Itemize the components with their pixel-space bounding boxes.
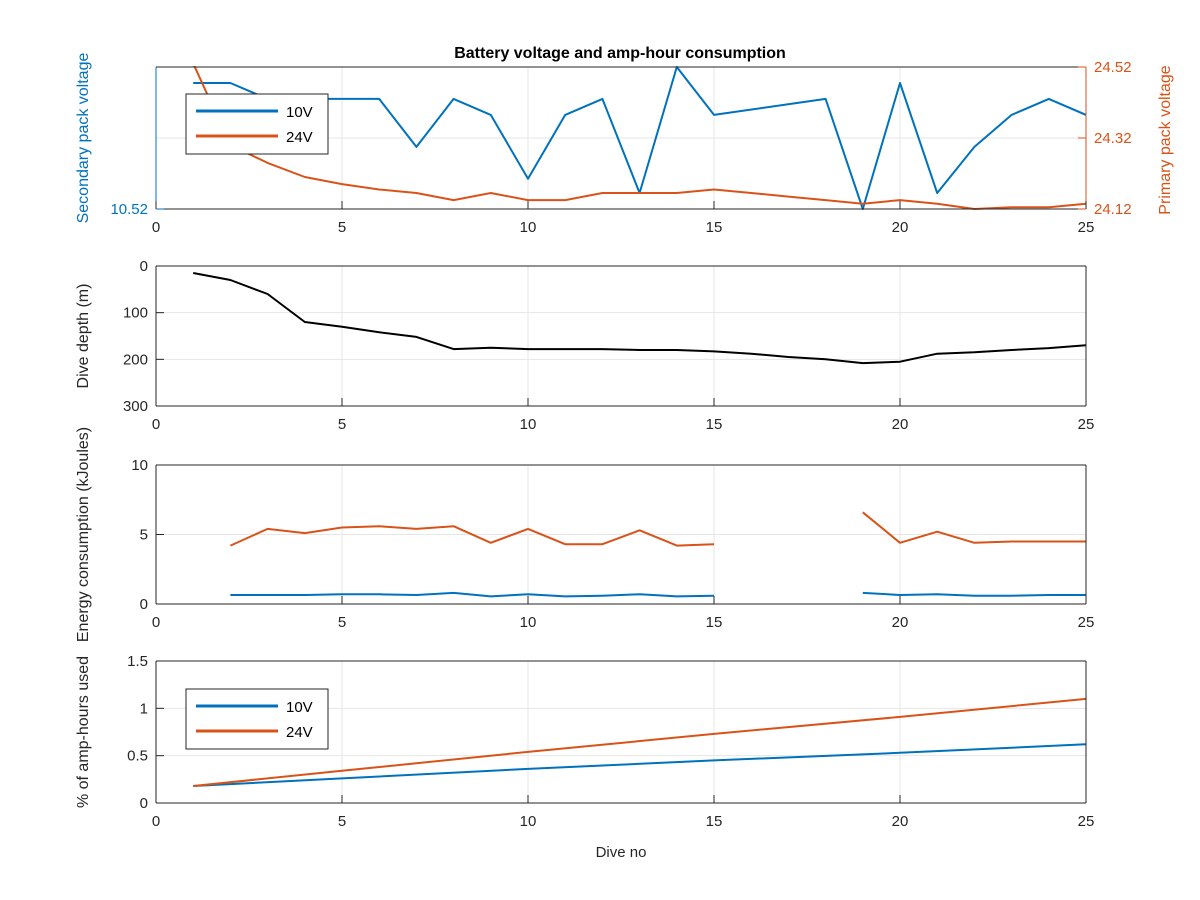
y-tick-label: 10: [131, 457, 148, 474]
x-tick-label: 10: [520, 416, 537, 433]
y-axis-label: Secondary pack voltage: [75, 53, 92, 224]
x-tick-label: 5: [338, 813, 346, 830]
amp-hours-panel: 0 5 10 15 20 25 0 0.5 1 1.5 % of amp-hours used Div…: [75, 653, 1094, 861]
y-tick-label-left: 10.52: [110, 201, 148, 218]
x-tick-label: 20: [892, 813, 909, 830]
energy-panel: 0 5 10 15 20 25 0 5 10 Energy consumption (kJoule…: [75, 427, 1094, 642]
y-tick-label-right: 24.12: [1094, 201, 1132, 218]
x-tick-label: 15: [706, 219, 723, 236]
series-group: [193, 272, 1086, 365]
y-axis-label-right: Primary pack voltage: [1157, 65, 1174, 214]
y-tick-label-right: 24.52: [1094, 59, 1132, 76]
series-line-depth: [193, 272, 1086, 365]
y-tick-label: 200: [123, 351, 148, 368]
x-axis-label: Dive no: [596, 844, 647, 861]
y-axis-label: % of amp-hours used: [75, 656, 92, 808]
y-tick-label: 100: [123, 305, 148, 322]
series-line-10v: [193, 66, 1086, 210]
legend-box: [185, 93, 329, 155]
legend-label-10v: 10V: [286, 699, 313, 716]
y-tick-label: 300: [123, 398, 148, 415]
x-tick-label: 10: [520, 219, 537, 236]
x-tick-label: 0: [152, 416, 160, 433]
y-tick-label: 1.5: [127, 653, 148, 670]
y-tick-label: 0: [140, 258, 148, 275]
legend-label-24v: 24V: [286, 724, 313, 741]
series-group: [229, 511, 1086, 598]
y-tick-label: 5: [140, 527, 148, 544]
series-group: [193, 66, 1086, 210]
x-tick-label: 25: [1078, 614, 1095, 631]
y-axis-label: Dive depth (m): [75, 284, 92, 389]
series-group: [193, 697, 1086, 787]
x-tick-label: 15: [706, 416, 723, 433]
x-tick-label: 10: [520, 614, 537, 631]
y-tick-label: 0: [140, 596, 148, 613]
y-tick-label: 0: [140, 795, 148, 812]
x-tick-label: 20: [892, 614, 909, 631]
x-tick-label: 20: [892, 416, 909, 433]
series-line-24v: [862, 511, 1086, 544]
series-line-24v: [229, 525, 715, 547]
x-tick-label: 25: [1078, 416, 1095, 433]
x-tick-label: 15: [706, 813, 723, 830]
x-tick-label: 10: [520, 813, 537, 830]
x-tick-label: 25: [1078, 219, 1095, 236]
legend-label-10v: 10V: [286, 104, 313, 121]
series-line-10v: [230, 591, 715, 598]
x-tick-label: 0: [152, 813, 160, 830]
y-tick-label: 0.5: [127, 748, 148, 765]
x-tick-label: 15: [706, 614, 723, 631]
x-tick-label: 5: [338, 219, 346, 236]
y-tick-label: 1: [140, 700, 148, 717]
x-tick-label: 20: [892, 219, 909, 236]
legend-label-24v: 24V: [286, 129, 313, 146]
legend-box: [185, 688, 329, 750]
x-tick-label: 0: [152, 614, 160, 631]
series-line-24v: [193, 697, 1086, 787]
depth-panel: 0 5 10 15 20 25 0 100 200 300 Dive depth (m): [75, 258, 1094, 433]
series-line-10v: [862, 591, 1086, 597]
x-tick-label: 25: [1078, 813, 1095, 830]
chart-title: Battery voltage and amp-hour consumption: [454, 45, 786, 62]
voltage-panel: 0 5 10 15 20 25 10.52 24.12 24.32 24.52 Secondary …: [75, 53, 1174, 236]
series-line-24v: [193, 66, 1086, 210]
x-tick-label: 5: [338, 614, 346, 631]
y-axis-label: Energy consumption (kJoules): [75, 427, 92, 642]
plot-area: [156, 266, 1086, 406]
series-line-10v: [193, 743, 1086, 787]
y-tick-label-right: 24.32: [1094, 130, 1132, 147]
x-tick-label: 5: [338, 416, 346, 433]
x-tick-label: 0: [152, 219, 160, 236]
